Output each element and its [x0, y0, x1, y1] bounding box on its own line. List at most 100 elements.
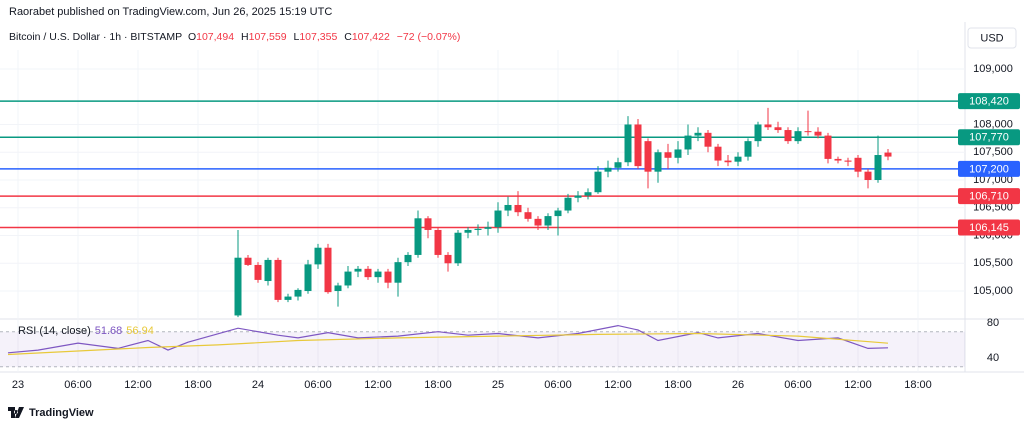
- rsi-band: [0, 331, 965, 367]
- candle-body: [664, 152, 672, 158]
- level-tag: [958, 160, 1020, 177]
- ohlc-value: 107,355: [299, 31, 338, 43]
- candle-body: [824, 135, 832, 159]
- x-tick-label: 18:00: [664, 379, 692, 391]
- candle-body: [274, 259, 282, 300]
- y-tick-label: 80: [987, 317, 999, 329]
- candle-body: [524, 212, 532, 219]
- candle-body: [444, 254, 452, 264]
- level-tag: [958, 129, 1020, 146]
- candle-body: [734, 156, 742, 162]
- candle-body: [574, 195, 582, 198]
- x-tick-label: 25: [492, 379, 504, 391]
- candle-body: [284, 296, 292, 300]
- candle-body: [764, 124, 772, 128]
- candle-body: [354, 268, 362, 272]
- candle-body: [324, 247, 332, 293]
- candle-body: [454, 232, 462, 264]
- candle-body: [834, 158, 842, 161]
- ohlc-value: 107,559: [248, 31, 287, 43]
- symbol-legend: Bitcoin / U.S. Dollar · 1h · BITSTAMP O1…: [9, 31, 464, 43]
- logo-mark: [8, 407, 24, 418]
- candle-body: [264, 259, 272, 282]
- currency-box: [967, 27, 1017, 49]
- candle-body: [414, 218, 422, 255]
- candle-body: [554, 210, 562, 217]
- ohlc-value: 107,422: [351, 31, 390, 43]
- candle-body: [714, 146, 722, 161]
- candle-body: [884, 152, 892, 157]
- candle-body: [654, 152, 662, 172]
- x-tick-label: 12:00: [604, 379, 632, 391]
- y-tick-label: 106,500: [973, 202, 1013, 214]
- candle-body: [374, 271, 382, 278]
- x-tick-label: 18:00: [424, 379, 452, 391]
- level-tag: [958, 188, 1020, 205]
- candle-body: [704, 132, 712, 147]
- candle-body: [494, 210, 502, 228]
- change-label: −72 (−0.07%): [396, 31, 461, 43]
- candle-body: [874, 155, 882, 181]
- y-tick-label: 40: [987, 352, 999, 364]
- candle-body: [744, 141, 752, 157]
- footer-brand: TradingView: [29, 407, 94, 419]
- ohlc-key: C: [344, 31, 352, 43]
- candle-body: [854, 157, 862, 172]
- x-tick-label: 06:00: [784, 379, 812, 391]
- level-label: 106,145: [969, 222, 1009, 234]
- candle-body: [294, 289, 302, 297]
- rsi-legend: RSI (14, close) 51.68 56.94: [18, 325, 154, 337]
- x-tick-label: 18:00: [904, 379, 932, 391]
- candle-body: [534, 218, 542, 226]
- rsi-line: [7, 324, 889, 354]
- published-note: Raorabet published on TradingView.com, J…: [9, 6, 333, 18]
- candle-body: [684, 135, 692, 150]
- candle-body: [644, 141, 652, 172]
- x-tick-label: 23: [12, 379, 24, 391]
- candle-body: [254, 264, 262, 280]
- y-tick-label: 105,500: [973, 257, 1013, 269]
- candle-body: [384, 271, 392, 283]
- x-tick-label: 12:00: [364, 379, 392, 391]
- x-tick-label: 12:00: [124, 379, 152, 391]
- legend-text: RSI (14, close): [18, 325, 91, 337]
- candle-body: [604, 167, 612, 172]
- legend-text: 56.94: [126, 325, 154, 337]
- ohlc-key: H: [241, 31, 249, 43]
- candle-body: [694, 132, 702, 136]
- y-tick-label: 107,000: [973, 174, 1013, 186]
- candle-body: [244, 257, 252, 265]
- x-tick-label: 06:00: [544, 379, 572, 391]
- candle-body: [404, 254, 412, 263]
- x-tick-label: 26: [732, 379, 744, 391]
- ohlc-value: 107,494: [196, 31, 235, 43]
- y-tick-label: 107,500: [973, 146, 1013, 158]
- candle-body: [464, 229, 472, 233]
- tradingview-logo: TradingView: [8, 407, 94, 419]
- x-tick-label: 18:00: [184, 379, 212, 391]
- candle-body: [864, 171, 872, 181]
- level-tag: [958, 93, 1020, 110]
- candle-body: [364, 268, 372, 278]
- level-tag: [958, 219, 1020, 236]
- candle-body: [814, 131, 822, 136]
- y-tick-label: 105,000: [973, 285, 1013, 297]
- candle-body: [314, 247, 322, 265]
- y-tick-label: 108,000: [973, 118, 1013, 130]
- y-tick-label: 109,000: [973, 63, 1013, 75]
- candle-body: [614, 162, 622, 168]
- candle-body: [484, 227, 492, 229]
- candle-body: [754, 124, 762, 142]
- candle-body: [844, 160, 852, 162]
- candle-body: [784, 130, 792, 142]
- candle-body: [434, 229, 442, 255]
- x-tick-label: 12:00: [844, 379, 872, 391]
- candle-body: [804, 131, 812, 133]
- candle-body: [514, 204, 522, 213]
- candle-body: [334, 285, 342, 292]
- currency-label: USD: [980, 32, 1003, 44]
- candle-body: [504, 204, 512, 211]
- candle-body: [344, 271, 352, 286]
- candle-body: [304, 264, 312, 292]
